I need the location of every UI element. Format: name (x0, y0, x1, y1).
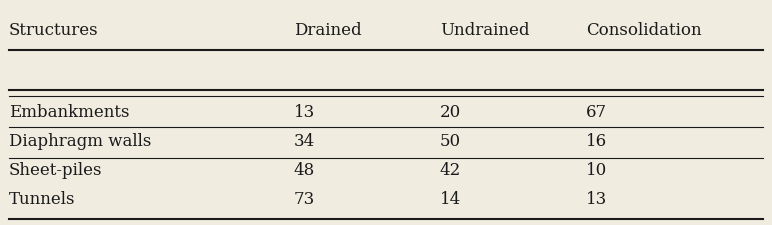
Text: Embankments: Embankments (9, 104, 130, 121)
Text: 14: 14 (440, 191, 461, 208)
Text: Structures: Structures (9, 22, 99, 39)
Text: 13: 13 (293, 104, 315, 121)
Text: Undrained: Undrained (440, 22, 530, 39)
Text: Tunnels: Tunnels (9, 191, 76, 208)
Text: 67: 67 (586, 104, 607, 121)
Text: Sheet-piles: Sheet-piles (9, 162, 103, 179)
Text: 50: 50 (440, 133, 461, 150)
Text: 20: 20 (440, 104, 461, 121)
Text: 73: 73 (293, 191, 315, 208)
Text: 16: 16 (586, 133, 607, 150)
Text: Diaphragm walls: Diaphragm walls (9, 133, 151, 150)
Text: 13: 13 (586, 191, 608, 208)
Text: 10: 10 (586, 162, 608, 179)
Text: 34: 34 (293, 133, 315, 150)
Text: 48: 48 (293, 162, 315, 179)
Text: Consolidation: Consolidation (586, 22, 702, 39)
Text: Drained: Drained (293, 22, 361, 39)
Text: 42: 42 (440, 162, 461, 179)
